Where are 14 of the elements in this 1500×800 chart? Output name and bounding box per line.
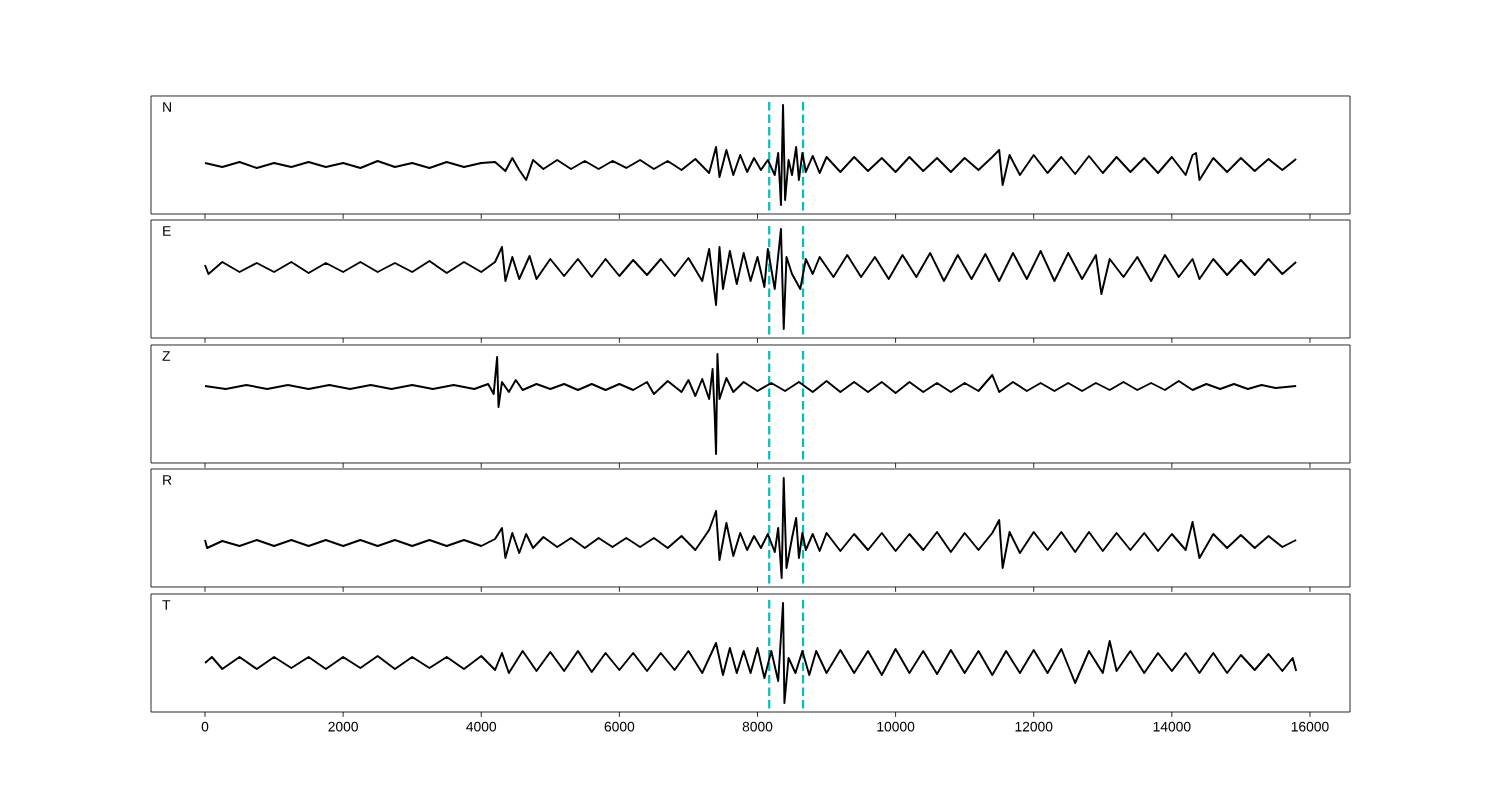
x-tick-label: 10000 [877,721,915,732]
x-tick-label: 2000 [328,721,358,732]
x-tick-label: 16000 [1291,721,1329,732]
annotation: R [163,475,172,485]
x-tick-label: 4000 [466,721,497,732]
x-tick-label: 6000 [604,721,635,732]
annotation: T [162,600,171,610]
x-tick-label: 0 [201,721,209,732]
x-tick-label: 14000 [1153,721,1191,732]
annotation: N [163,102,171,112]
x-tick-label: 8000 [742,721,773,732]
annotation: Z [162,351,171,361]
annotation: E [163,226,171,236]
x-tick-label: 12000 [1015,721,1053,732]
